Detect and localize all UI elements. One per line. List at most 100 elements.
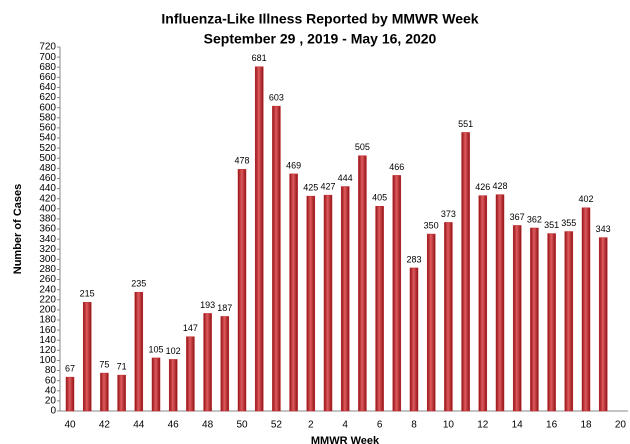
bar <box>117 374 126 412</box>
value-label: 67 <box>65 364 75 374</box>
value-label: 405 <box>372 193 387 203</box>
bar <box>358 155 367 412</box>
x-tick-label: 20 <box>615 420 627 431</box>
bar <box>168 359 178 412</box>
value-label: 425 <box>303 183 318 193</box>
y-tick-label: 660 <box>39 72 56 83</box>
y-tick-label: 140 <box>39 335 56 346</box>
bar <box>392 175 402 412</box>
bar <box>65 376 75 412</box>
value-label: 603 <box>269 93 284 103</box>
y-tick-label: 500 <box>39 153 56 164</box>
x-tick-label: 46 <box>168 420 180 431</box>
y-tick-label: 340 <box>39 234 56 245</box>
y-tick-label: 220 <box>39 294 56 305</box>
value-label: 681 <box>252 53 267 63</box>
chart-title: Influenza-Like Illness Reported by MMWR … <box>161 11 478 27</box>
x-tick-label: 8 <box>411 420 417 431</box>
value-label: 350 <box>424 220 439 230</box>
y-tick-label: 640 <box>39 82 56 93</box>
value-label: 283 <box>406 254 421 264</box>
bar <box>426 233 436 412</box>
value-label: 362 <box>527 214 542 224</box>
value-label: 193 <box>200 300 215 310</box>
y-tick-label: 300 <box>39 254 56 265</box>
value-label: 215 <box>80 289 95 299</box>
bar <box>547 233 556 412</box>
value-label: 426 <box>475 182 490 192</box>
y-tick-label: 380 <box>39 214 56 225</box>
x-tick-label: 42 <box>99 420 111 431</box>
bar <box>564 231 574 412</box>
bar <box>323 194 333 412</box>
y-tick-label: 280 <box>39 264 56 275</box>
value-label: 102 <box>166 346 181 356</box>
bar <box>340 186 350 412</box>
bar <box>581 207 591 412</box>
y-tick-label: 20 <box>45 396 57 407</box>
bar <box>375 206 384 412</box>
y-tick-label: 200 <box>39 305 56 316</box>
bar <box>254 66 264 412</box>
x-tick-label: 50 <box>236 420 248 431</box>
x-axis-title: MMWR Week <box>311 435 380 444</box>
value-label: 402 <box>578 194 593 204</box>
y-tick-label: 700 <box>39 52 56 63</box>
y-tick-label: 40 <box>45 385 57 396</box>
value-label: 235 <box>131 279 146 289</box>
x-tick-label: 52 <box>271 420 283 431</box>
bar <box>409 267 419 412</box>
y-tick-label: 400 <box>39 203 56 214</box>
value-label: 373 <box>441 209 456 219</box>
x-tick-label: 4 <box>342 420 348 431</box>
value-label: 367 <box>510 212 525 222</box>
x-tick-label: 6 <box>377 420 383 431</box>
bar <box>495 194 505 412</box>
bar <box>461 132 470 412</box>
value-label: 428 <box>492 181 507 191</box>
y-tick-label: 120 <box>39 345 56 356</box>
bar <box>272 105 281 412</box>
y-tick-label: 680 <box>39 62 56 73</box>
value-label: 505 <box>355 142 370 152</box>
bar <box>82 302 92 412</box>
y-tick-label: 480 <box>39 163 56 174</box>
y-tick-label: 620 <box>39 92 56 103</box>
x-tick-label: 12 <box>477 420 489 431</box>
y-tick-label: 0 <box>50 406 56 417</box>
x-tick-label: 14 <box>512 420 524 431</box>
x-tick-label: 10 <box>443 420 455 431</box>
bar <box>512 225 522 412</box>
y-tick-label: 240 <box>39 284 56 295</box>
value-label: 147 <box>183 323 198 333</box>
x-tick-label: 2 <box>308 420 314 431</box>
bar <box>151 357 161 412</box>
value-label: 478 <box>234 156 249 166</box>
y-tick-label: 580 <box>39 112 56 123</box>
x-tick-label: 44 <box>133 420 145 431</box>
chart-subtitle: September 29 , 2019 - May 16, 2020 <box>204 31 437 47</box>
bar <box>444 222 453 412</box>
bar <box>598 237 608 412</box>
value-label: 466 <box>389 162 404 172</box>
y-axis-title: Number of Cases <box>12 184 24 274</box>
y-tick-label: 520 <box>39 143 56 154</box>
bar <box>237 169 247 412</box>
bar <box>186 336 195 412</box>
y-tick-label: 320 <box>39 244 56 255</box>
y-tick-label: 160 <box>39 325 56 336</box>
y-tick-label: 100 <box>39 355 56 366</box>
y-tick-label: 420 <box>39 193 56 204</box>
x-tick-label: 40 <box>64 420 76 431</box>
value-label: 469 <box>286 160 301 170</box>
y-tick-label: 460 <box>39 173 56 184</box>
y-tick-label: 720 <box>39 42 56 53</box>
bar <box>220 316 230 412</box>
y-tick-label: 360 <box>39 224 56 235</box>
bar <box>134 291 144 412</box>
bar <box>530 227 539 412</box>
y-tick-label: 600 <box>39 102 56 113</box>
value-label: 105 <box>148 344 163 354</box>
bar <box>100 372 109 412</box>
